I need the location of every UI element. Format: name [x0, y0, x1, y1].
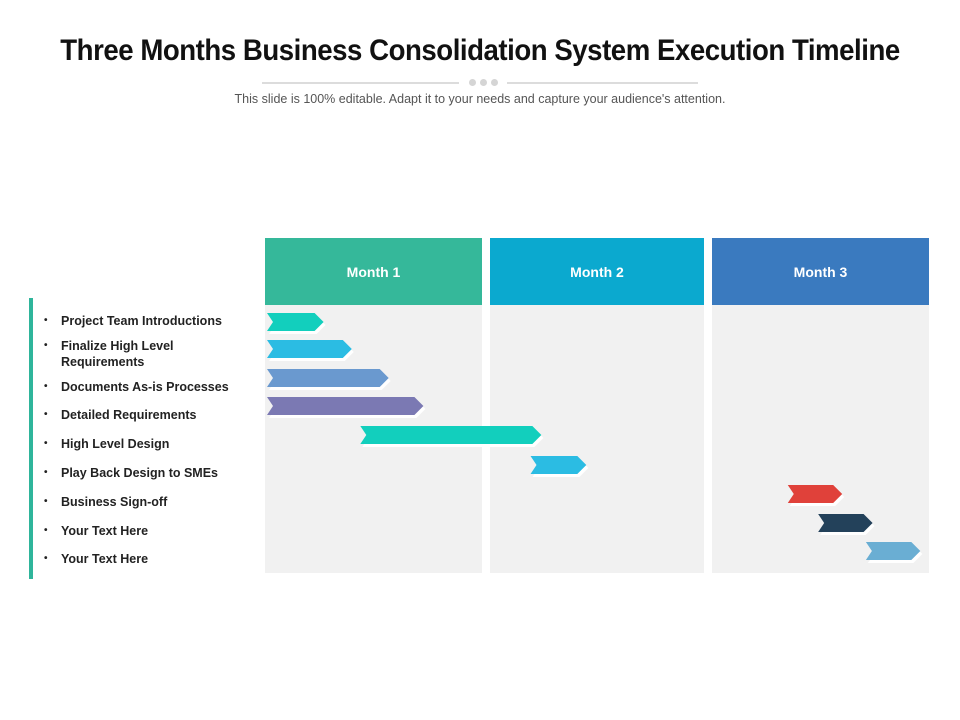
bullet-icon: • [44, 525, 48, 536]
task-item: • Detailed Requirements [44, 407, 254, 423]
task-bar [787, 485, 843, 503]
bullet-icon: • [44, 467, 48, 478]
bullet-icon: • [44, 553, 48, 564]
task-list-accent-bar [29, 298, 33, 579]
task-label: Detailed Requirements [61, 408, 197, 422]
task-bar [267, 340, 352, 358]
task-bar [818, 514, 873, 532]
task-label: Business Sign-off [61, 495, 168, 509]
task-label: High Level Design [61, 437, 170, 451]
bullet-icon: • [44, 315, 48, 326]
month-3-column [712, 305, 929, 573]
task-label: Project Team Introductions [61, 314, 222, 328]
task-item: • Finalize High Level Requirements [44, 338, 254, 370]
task-label: Documents As-is Processes [61, 380, 229, 394]
task-bar [267, 397, 424, 415]
month-3-header: Month 3 [712, 238, 929, 305]
task-label: Finalize High Level Requirements [61, 339, 174, 369]
slide-subtitle: This slide is 100% editable. Adapt it to… [234, 92, 726, 106]
task-item: • Play Back Design to SMEs [44, 465, 254, 481]
bullet-icon: • [44, 381, 48, 392]
task-label: Play Back Design to SMEs [61, 466, 219, 480]
task-item: • High Level Design [44, 436, 254, 452]
task-item: • Your Text Here [44, 551, 254, 567]
month-3-label: Month 3 [793, 263, 848, 280]
task-bar [267, 369, 389, 387]
bullet-icon: • [44, 340, 48, 351]
task-bar [267, 313, 324, 331]
month-1-header: Month 1 [265, 238, 482, 305]
task-item: • Business Sign-off [44, 494, 254, 510]
task-label: Your Text Here [61, 524, 149, 538]
bullet-icon: • [44, 438, 48, 449]
month-2-label: Month 2 [570, 263, 624, 280]
month-2-header: Month 2 [490, 238, 704, 305]
title-divider-left [262, 82, 459, 84]
slide-title: Three Months Business Consolidation Syst… [60, 34, 900, 67]
divider-dot [480, 79, 487, 86]
bullet-icon: • [44, 496, 48, 507]
task-item: • Project Team Introductions [44, 313, 254, 329]
month-1-label: Month 1 [346, 263, 401, 280]
task-item: • Documents As-is Processes [44, 379, 254, 395]
divider-dot [469, 79, 476, 86]
bullet-icon: • [44, 409, 48, 420]
task-bar [360, 426, 542, 444]
task-bar [530, 456, 587, 474]
task-label: Your Text Here [61, 552, 149, 566]
title-divider-right [507, 82, 698, 84]
divider-dot [491, 79, 498, 86]
task-bar [865, 542, 921, 560]
task-item: • Your Text Here [44, 523, 254, 539]
